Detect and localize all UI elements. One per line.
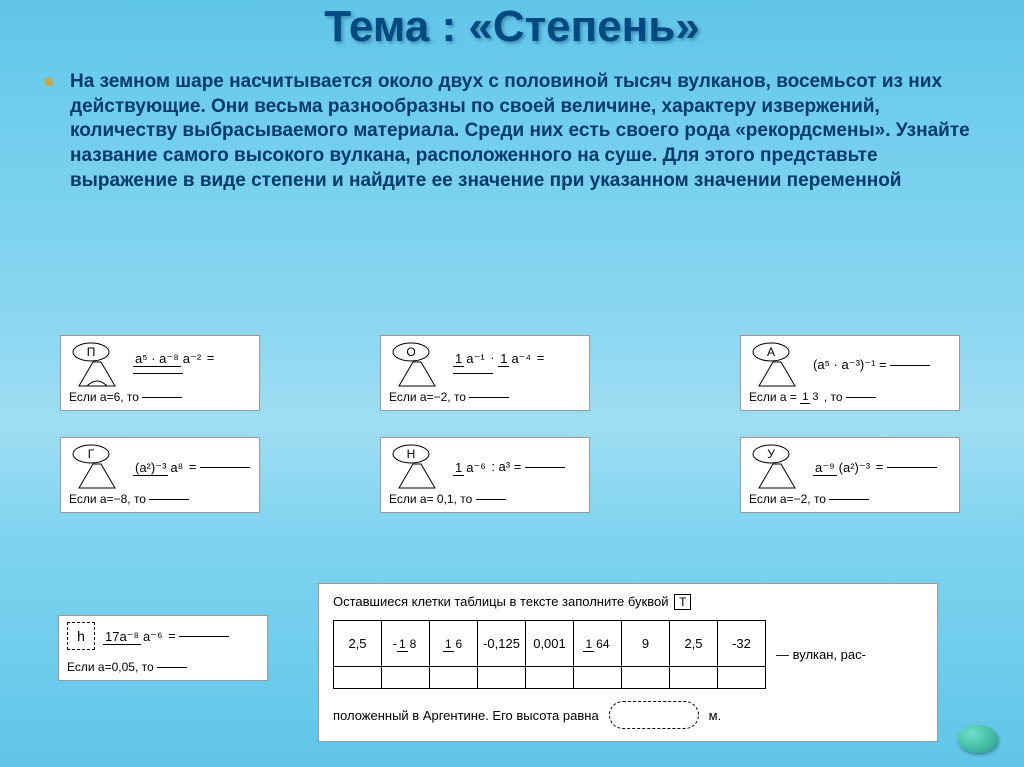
after-table-text: — вулкан, рас- [776,647,866,662]
volcano-icon: А [749,342,805,388]
table-cell-blank [382,667,430,689]
volcano-letter: У [767,447,775,461]
card-n: Н 1a⁻⁶ : a³ = Если a= 0,1, то [380,437,590,513]
table-cell: -18 [382,621,430,667]
table-cell: 9 [622,621,670,667]
letter-t-box: Т [674,594,691,610]
volcano-icon: У [749,444,805,490]
table-cell-blank [478,667,526,689]
answer-table: 2,5-1816-0,1250,00116492,5-32 [333,620,766,689]
table-instruction: Оставшиеся клетки таблицы в тексте запол… [333,594,923,610]
volcano-icon: Г [69,444,125,490]
card-h: h 17a⁻⁸a⁻⁶ = Если a=0,05, то [58,615,268,681]
problems-area: П a⁵ · a⁻⁸a⁻² = Если a=6, то Г (a²)⁻³a⁸ … [0,335,1024,767]
body-text-block: ■ На земном шаре насчитывается около дву… [0,52,1024,193]
table-cell: 2,5 [670,621,718,667]
card-g: Г (a²)⁻³a⁸ = Если a=−8, то [60,437,260,513]
table-cell: 164 [574,621,622,667]
card-p: П a⁵ · a⁻⁸a⁻² = Если a=6, то [60,335,260,411]
blank-cloud-icon [609,701,699,729]
volcano-icon: О [389,342,445,388]
volcano-letter: П [87,345,96,359]
bottom-line: положенный в Аргентине. Его высота равна… [333,701,923,729]
volcano-icon: П [69,342,125,388]
table-cell-blank [718,667,766,689]
table-cell-blank [334,667,382,689]
table-cell: 16 [430,621,478,667]
volcano-letter: Г [88,447,95,461]
next-button[interactable] [958,725,998,753]
table-cell-blank [622,667,670,689]
card-u: У a⁻⁹(a²)⁻³ = Если a=−2, то [740,437,960,513]
card-a: А (a⁵ · a⁻³)⁻¹ = Если a = 13 , то [740,335,960,411]
table-cell-blank [574,667,622,689]
table-cell: -0,125 [478,621,526,667]
volcano-icon: Н [389,444,445,490]
volcano-letter: Н [407,447,416,461]
table-cell-blank [430,667,478,689]
slide-title: Тема : «Степень» [0,0,1024,52]
h-box-icon: h [67,622,95,650]
paragraph: На земном шаре насчитывается около двух … [70,70,976,193]
card-o: О 1a⁻¹ · 1a⁻⁴ = Если a=−2, то [380,335,590,411]
table-cell: -32 [718,621,766,667]
table-cell: 2,5 [334,621,382,667]
volcano-letter: А [767,345,775,359]
table-cell: 0,001 [526,621,574,667]
bullet-icon: ■ [44,74,54,84]
table-cell-blank [526,667,574,689]
volcano-letter: О [406,345,415,359]
table-cell-blank [670,667,718,689]
answer-table-card: Оставшиеся клетки таблицы в тексте запол… [318,583,938,742]
